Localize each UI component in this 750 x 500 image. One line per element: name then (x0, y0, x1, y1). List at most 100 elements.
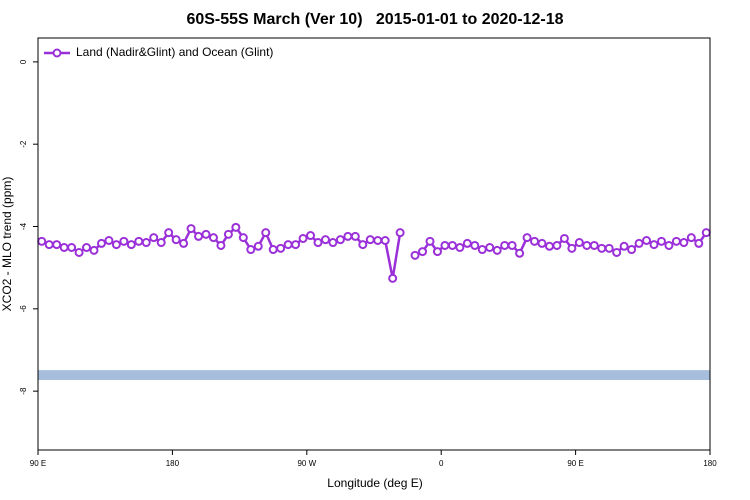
data-point (37, 236, 47, 246)
data-point (559, 233, 569, 243)
data-point (694, 238, 704, 248)
data-point (671, 236, 681, 246)
data-point (164, 228, 174, 238)
data-point (373, 236, 383, 246)
data-point (686, 233, 696, 243)
chart-title: 60S-55S March (Ver 10) 2015-01-01 to 202… (186, 11, 563, 28)
plot-frame (37, 37, 711, 451)
data-point (261, 228, 271, 238)
y-tick-label: -8 (19, 387, 28, 395)
data-point (343, 231, 353, 241)
data-point (126, 240, 136, 250)
data-point (246, 245, 256, 255)
data-point (350, 231, 360, 241)
x-tick-label: 90 E (30, 459, 46, 468)
data-point (96, 238, 106, 248)
data-point (141, 238, 151, 248)
data-point (306, 231, 316, 241)
data-point (500, 240, 510, 250)
x-tick-label: 90 E (567, 459, 583, 468)
data-point (313, 238, 323, 248)
y-axis-label: XCO2 - MLO trend (ppm) (0, 177, 14, 312)
x-tick-label: 90 W (297, 459, 316, 468)
legend-marker (52, 48, 62, 58)
data-point (574, 238, 584, 248)
data-point (544, 241, 554, 251)
data-point (276, 243, 286, 253)
data-point (701, 228, 711, 238)
data-point (604, 243, 614, 253)
data-point (223, 229, 233, 239)
data-point (418, 247, 428, 257)
data-point (522, 233, 532, 243)
data-point (111, 240, 121, 250)
data-point (171, 235, 181, 245)
data-point (268, 245, 278, 255)
data-point (656, 236, 666, 246)
data-point (589, 240, 599, 250)
data-point (89, 245, 99, 255)
data-point (582, 240, 592, 250)
data-point (492, 245, 502, 255)
data-point (649, 240, 659, 250)
data-point (358, 240, 368, 250)
data-point (388, 273, 398, 283)
data-point (238, 233, 248, 243)
data-point (634, 238, 644, 248)
data-point (597, 243, 607, 253)
data-point (477, 245, 487, 255)
data-point (186, 224, 196, 234)
data-point (201, 229, 211, 239)
reference-band (38, 370, 710, 381)
data-point (425, 236, 435, 246)
data-point (567, 243, 577, 253)
data-point (74, 247, 84, 257)
y-tick-label: -2 (19, 140, 28, 148)
data-point (216, 240, 226, 250)
data-point (283, 240, 293, 250)
data-point (82, 242, 92, 252)
data-point (440, 240, 450, 250)
data-point (612, 247, 622, 257)
data-point (432, 247, 442, 257)
data-point (664, 240, 674, 250)
x-tick-label: 180 (703, 459, 717, 468)
data-point (59, 242, 69, 252)
data-point (619, 241, 629, 251)
data-point (104, 236, 114, 246)
data-point (462, 238, 472, 248)
data-point (134, 236, 144, 246)
data-point (470, 240, 480, 250)
y-tick-label: -4 (19, 222, 28, 230)
y-tick-label: 0 (19, 59, 28, 64)
data-point (298, 233, 308, 243)
data-point (156, 238, 166, 248)
x-tick-label: 180 (166, 459, 180, 468)
data-point (380, 236, 390, 246)
data-point (335, 235, 345, 245)
legend-label: Land (Nadir&Glint) and Ocean (Glint) (76, 45, 273, 59)
data-point (208, 233, 218, 243)
x-axis-label: Longitude (deg E) (327, 476, 422, 490)
data-point (537, 238, 547, 248)
data-point (530, 236, 540, 246)
data-point (328, 238, 338, 248)
x-tick-label: 0 (439, 459, 444, 468)
data-point (291, 240, 301, 250)
data-point (642, 236, 652, 246)
data-point (149, 233, 159, 243)
data-line (41, 225, 708, 279)
data-point (52, 240, 62, 250)
data-point (515, 248, 525, 258)
data-point (179, 238, 189, 248)
data-point (627, 245, 637, 255)
data-point (447, 240, 457, 250)
data-point (67, 242, 77, 252)
data-point (410, 250, 420, 260)
data-point (679, 238, 689, 248)
data-point (320, 235, 330, 245)
data-point (194, 231, 204, 241)
data-point (119, 236, 129, 246)
data-point (365, 235, 375, 245)
